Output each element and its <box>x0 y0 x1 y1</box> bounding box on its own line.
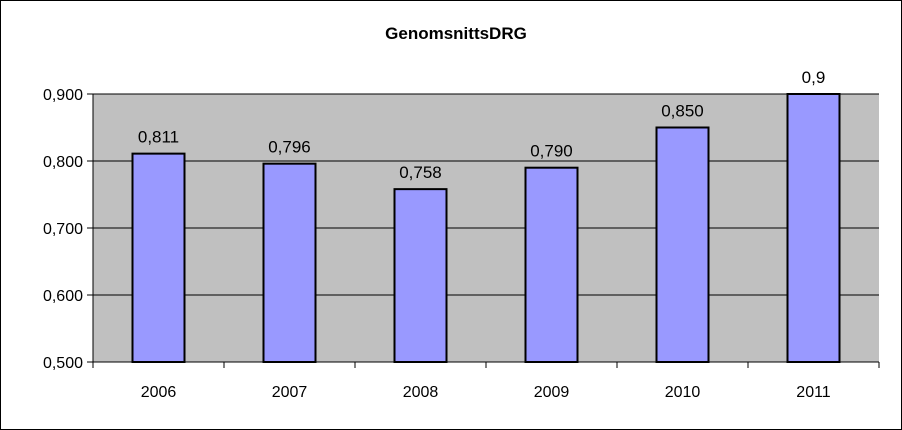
bar-2010 <box>655 126 710 363</box>
data-label-2006: 0,811 <box>138 128 179 147</box>
data-label-2009: 0,790 <box>530 142 573 161</box>
data-label-2011: 0,9 <box>802 68 826 87</box>
x-tick-label-2009: 2009 <box>534 384 570 401</box>
y-tick-label: 0,600 <box>43 288 83 305</box>
y-tick-label: 0,700 <box>43 221 83 238</box>
x-tick-label-2008: 2008 <box>403 384 439 401</box>
bars <box>131 93 841 363</box>
bar-2008 <box>393 188 448 363</box>
x-tick-label-2006: 2006 <box>141 384 177 401</box>
data-label-2008: 0,758 <box>399 163 442 182</box>
bar-2011 <box>786 93 841 363</box>
bar-2007 <box>262 162 317 363</box>
x-tick-label-2010: 2010 <box>665 384 701 401</box>
x-tick-label-2007: 2007 <box>272 384 308 401</box>
labels: 0,500 0,600 0,700 0,800 0,900 0,811 2006 0,796 2… <box>43 68 831 401</box>
y-tick-label: 0,800 <box>43 154 83 171</box>
chart-title: GenomsnittsDRG <box>385 24 527 43</box>
bar-2009 <box>524 166 579 363</box>
bar-2006 <box>131 152 186 363</box>
axes <box>87 93 880 368</box>
data-label-2010: 0,850 <box>661 102 704 121</box>
data-label-2007: 0,796 <box>268 138 311 157</box>
y-tick-label: 0,900 <box>43 87 83 104</box>
y-tick-label: 0,500 <box>43 355 83 372</box>
x-tick-label-2011: 2011 <box>796 384 831 401</box>
gridlines <box>93 93 879 296</box>
